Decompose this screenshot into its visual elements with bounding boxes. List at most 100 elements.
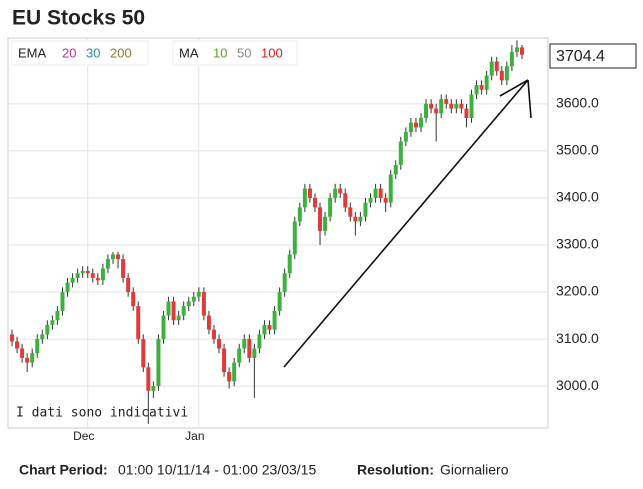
candle-body — [206, 315, 211, 330]
candle-body — [494, 61, 499, 71]
candle-body — [181, 306, 186, 316]
candle-body — [439, 99, 444, 114]
x-tick-label: Jan — [185, 429, 204, 443]
legend-title: MA — [179, 45, 199, 60]
candle-body — [116, 254, 121, 260]
candle-body — [393, 165, 398, 175]
candle-body — [60, 292, 65, 311]
candle-body — [217, 339, 222, 349]
candle-body — [151, 386, 156, 391]
candle-body — [328, 197, 333, 217]
candle-body — [156, 339, 161, 387]
candle-body — [373, 188, 378, 198]
candle-body — [110, 254, 115, 260]
y-tick-label: 3400.0 — [556, 189, 599, 205]
price-box — [549, 43, 637, 69]
candle-body — [166, 301, 171, 316]
candle-body — [338, 188, 343, 194]
candle-body — [464, 108, 469, 118]
candle-body — [413, 122, 418, 128]
legend-item: 50 — [237, 45, 251, 60]
candle-body — [40, 334, 45, 340]
candle-body — [85, 270, 90, 274]
candle-body — [419, 117, 424, 128]
candle-body — [297, 207, 302, 222]
candle-body — [408, 122, 413, 133]
candle-body — [292, 221, 297, 255]
legend-box — [11, 40, 149, 66]
candle-body — [267, 324, 272, 330]
candle-body — [282, 273, 287, 293]
candle-body — [484, 75, 489, 90]
candle-body — [272, 310, 277, 330]
candle-body — [257, 334, 262, 349]
candle-body — [318, 207, 323, 231]
candle-body — [161, 315, 166, 340]
y-tick-label: 3300.0 — [556, 236, 599, 252]
candle-body — [242, 339, 247, 349]
candle-body — [45, 324, 50, 335]
candle-body — [191, 296, 196, 302]
candle-body — [449, 103, 454, 109]
candle-body — [312, 197, 317, 208]
candle-body — [65, 282, 70, 293]
candle-body — [444, 99, 449, 104]
legend-item: 10 — [213, 45, 227, 60]
overlay: 3704.4 I dati sono indicativi Chart Peri… — [11, 40, 637, 478]
candle-body — [222, 348, 227, 373]
candle-body — [378, 188, 383, 198]
candle-body — [252, 348, 257, 358]
candle-body — [25, 357, 30, 363]
candle-body — [121, 259, 126, 278]
candle-body — [343, 193, 348, 208]
candle-body — [247, 339, 252, 358]
candle-body — [474, 85, 479, 95]
candle-body — [30, 353, 35, 363]
legend-item: 30 — [86, 45, 100, 60]
candle-body — [323, 216, 328, 231]
chart-title: EU Stocks 50 — [12, 7, 145, 30]
plot-border — [7, 37, 549, 429]
candle-body — [434, 108, 439, 114]
candle-body — [136, 306, 141, 340]
candle-body — [262, 324, 267, 335]
footer-value: 01:00 10/11/14 - 01:00 23/03/15 — [118, 462, 316, 478]
candle-body — [388, 174, 393, 203]
candle-body — [469, 94, 474, 118]
candle-body — [75, 273, 80, 278]
candle-body — [50, 320, 55, 325]
plot-area: 3000.0 3100.0 3200.0 3300.0 3400.0 3500.0 3600… — [7, 37, 599, 443]
candle-body — [10, 334, 14, 342]
y-tick-label: 3500.0 — [556, 142, 599, 158]
candle-body — [171, 301, 176, 321]
candle-body — [55, 310, 60, 321]
legend-item: 20 — [62, 45, 76, 60]
candle-body — [353, 216, 358, 222]
candle-body — [176, 315, 181, 321]
candle-body — [105, 259, 110, 269]
legend-item: 200 — [110, 45, 132, 60]
candle-body — [429, 103, 434, 109]
y-tick-label: 3600.0 — [556, 95, 599, 111]
candle-body — [95, 277, 100, 281]
candle-body — [35, 339, 40, 354]
legend-box — [172, 40, 298, 66]
footer-label: Chart Period: — [19, 462, 108, 478]
candle-body — [232, 362, 237, 382]
candle-body — [100, 268, 105, 281]
candle-body — [307, 188, 312, 198]
x-tick-label: Dec — [73, 429, 94, 443]
candle-body — [479, 85, 484, 90]
footer-label: Resolution: — [357, 462, 434, 478]
candle-body — [424, 103, 429, 118]
arrow-head — [499, 79, 529, 97]
candle-body — [514, 47, 519, 53]
candle-body — [131, 292, 136, 307]
candle-body — [146, 367, 151, 391]
candle-body — [499, 70, 504, 81]
candle-body — [333, 188, 338, 198]
candle-body — [287, 254, 292, 274]
